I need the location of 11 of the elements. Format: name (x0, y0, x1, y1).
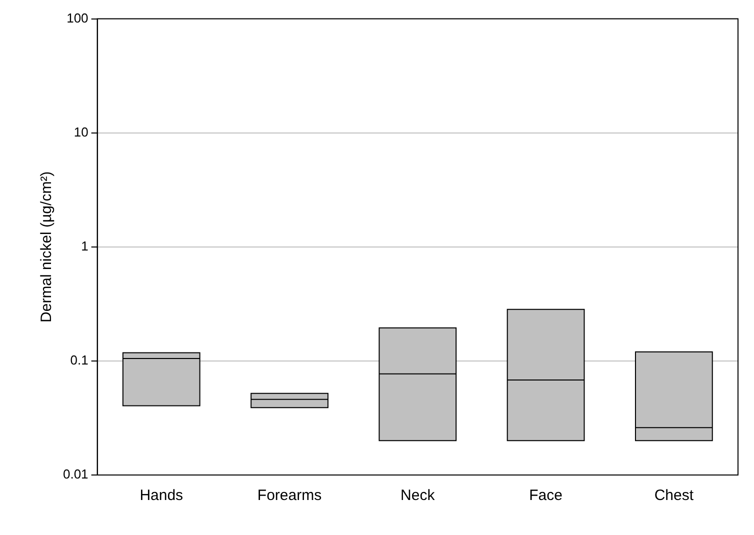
y-tick-label: 100 (66, 10, 88, 26)
x-tick-label: Neck (400, 487, 436, 504)
x-tick-label: Hands (140, 487, 184, 504)
y-tick-label: 0.1 (70, 352, 88, 368)
y-axis-title: Dermal nickel (µg/cm²) (38, 171, 56, 322)
y-tick-label: 10 (74, 124, 88, 140)
x-tick-label: Chest (654, 487, 694, 504)
y-tick-label: 1 (81, 238, 88, 254)
y-tick-label: 0.01 (62, 466, 88, 482)
x-tick-label: Forearms (257, 487, 322, 504)
x-tick-label: Face (529, 487, 562, 504)
